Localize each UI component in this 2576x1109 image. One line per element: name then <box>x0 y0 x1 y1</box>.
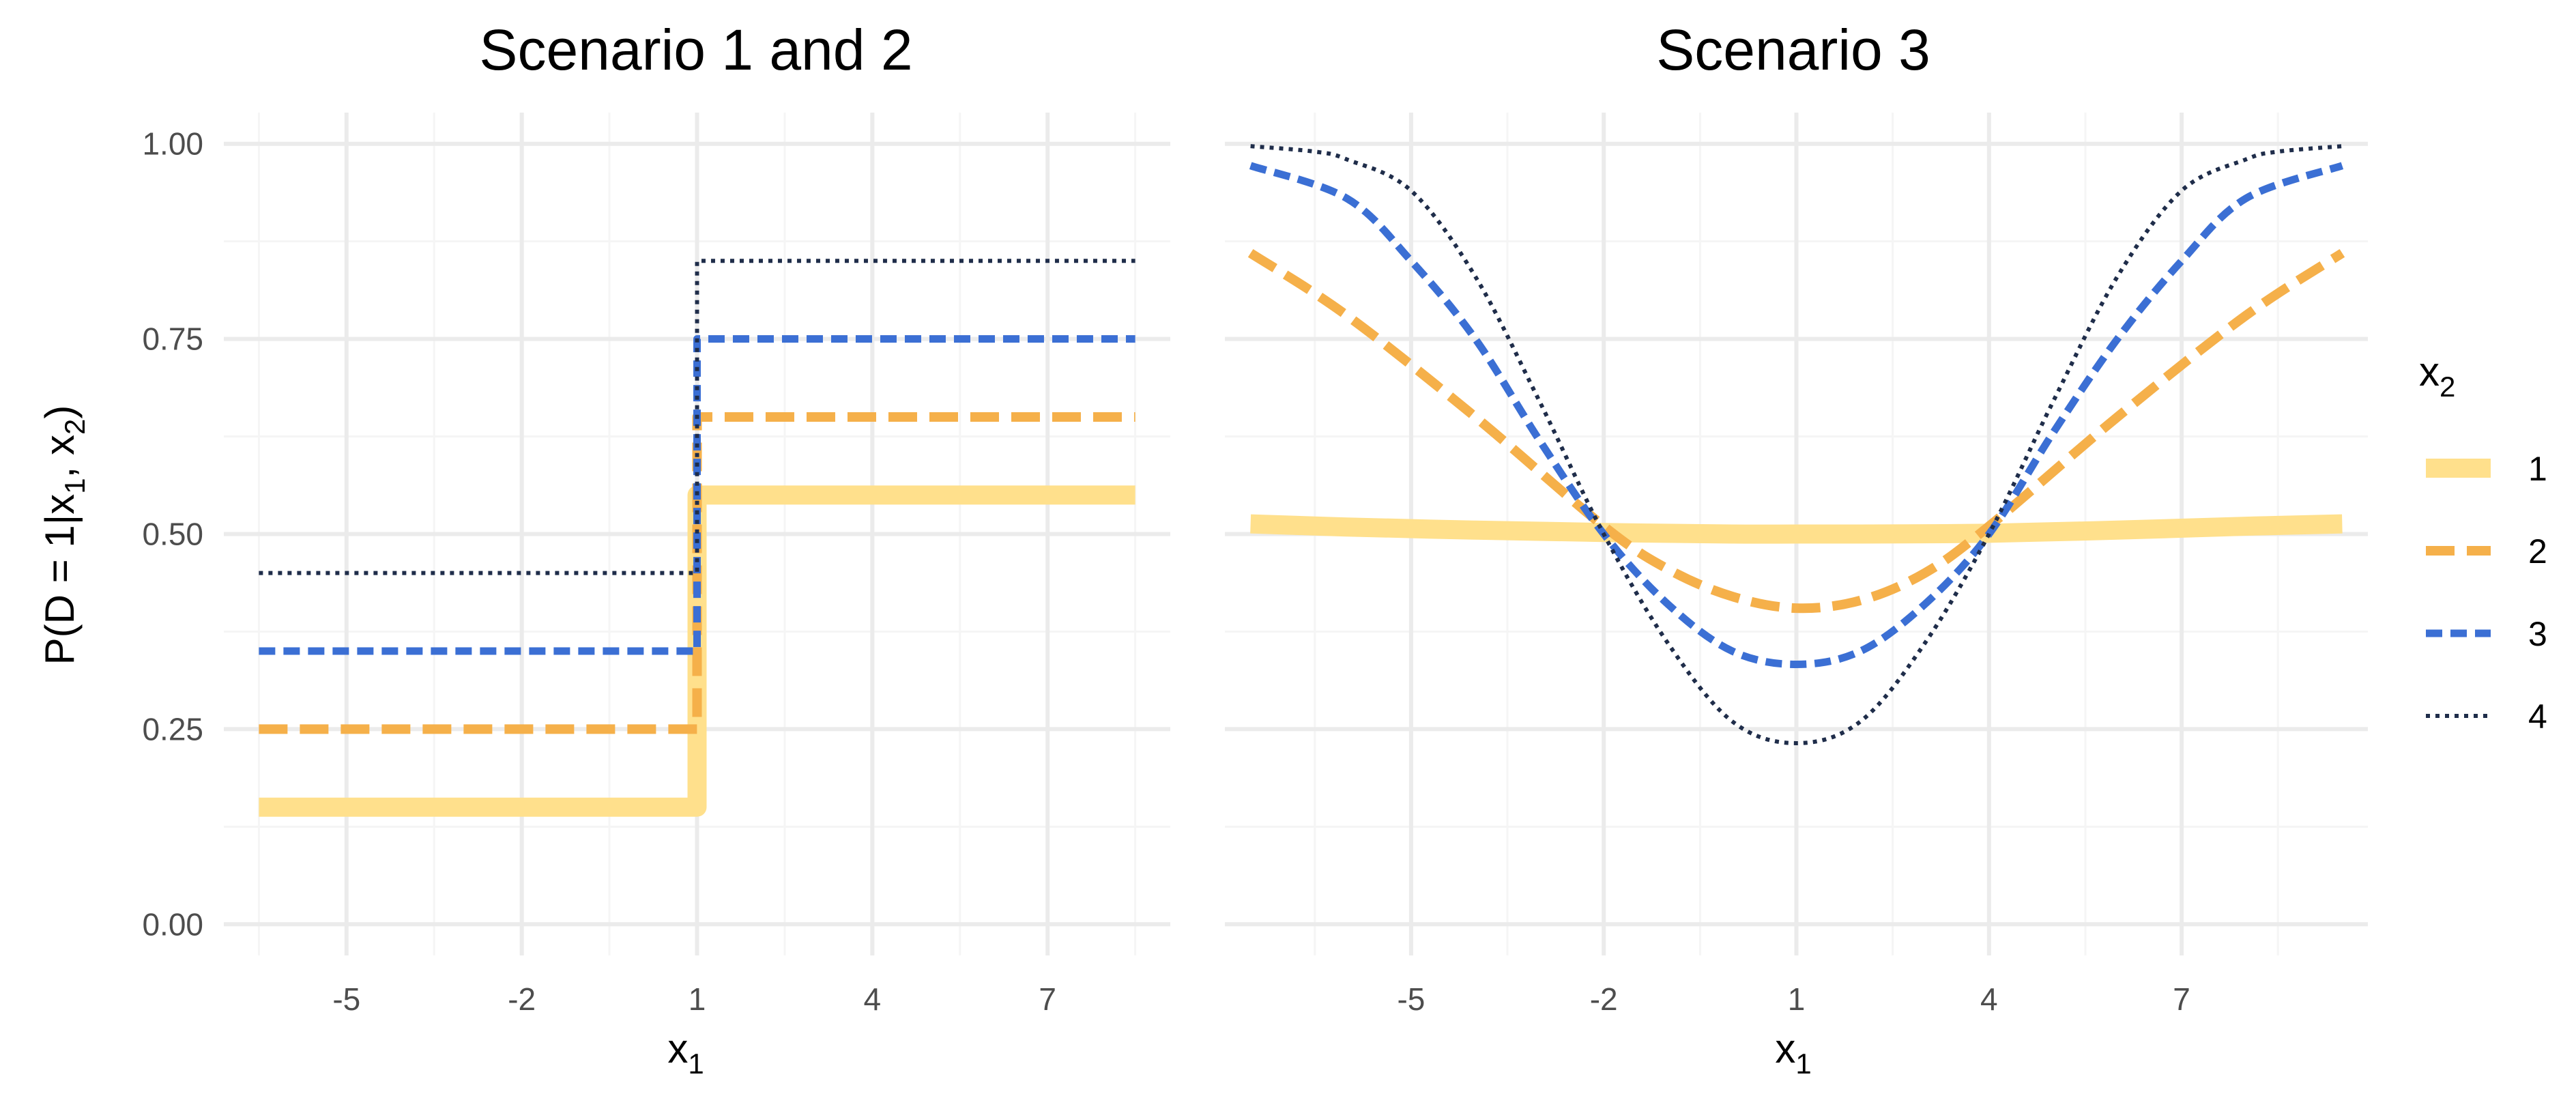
x-tick-label: 7 <box>2173 981 2190 1017</box>
legend: x2 1 2 3 4 <box>2419 349 2547 736</box>
series-line-3 <box>1249 162 2344 668</box>
legend-label-3: 3 <box>2528 615 2547 653</box>
x-tick-label: -2 <box>1590 981 1618 1017</box>
series-right <box>1247 144 2345 745</box>
x-tick-labels-left: -5 -2 1 4 7 <box>332 981 1056 1017</box>
y-tick-label: 0.75 <box>142 321 203 357</box>
series-line-1 <box>1250 514 2343 544</box>
x-tick-label: 1 <box>1788 981 1806 1017</box>
panel-scenario-3: Scenario 3 -5 -2 1 4 7 x1 <box>1225 18 2368 1080</box>
panel-title-right: Scenario 3 <box>1656 18 1930 82</box>
x-tick-label: -5 <box>1397 981 1425 1017</box>
y-axis-title: P(D = 1|x1, x2) <box>37 405 91 665</box>
series-line-2 <box>1247 248 2345 614</box>
y-tick-label: 0.25 <box>142 711 203 747</box>
y-tick-label: 0.00 <box>142 906 203 942</box>
x-tick-label: 1 <box>689 981 706 1017</box>
panel-scenario-1-2: Scenario 1 and 2 -5 -2 1 4 7 0.00 0.25 0.50 0.7… <box>37 18 1170 1080</box>
legend-items: 1 2 3 4 <box>2426 450 2547 736</box>
legend-title: x2 <box>2419 349 2455 403</box>
series-line-4 <box>259 259 1135 575</box>
panel-title-left: Scenario 1 and 2 <box>479 18 912 82</box>
x-tick-labels-right: -5 -2 1 4 7 <box>1397 981 2190 1017</box>
series-left <box>259 259 1135 817</box>
x-tick-label: -5 <box>332 981 360 1017</box>
y-tick-label: 0.50 <box>142 517 203 552</box>
series-line-4 <box>1250 144 2343 745</box>
legend-label-2: 2 <box>2528 532 2547 571</box>
x-tick-label: -2 <box>508 981 536 1017</box>
x-axis-title-right: x1 <box>1775 1026 1811 1080</box>
y-tick-labels: 0.00 0.25 0.50 0.75 1.00 <box>142 126 203 942</box>
legend-label-4: 4 <box>2528 697 2547 736</box>
x-axis-title-left: x1 <box>667 1026 704 1080</box>
legend-label-1: 1 <box>2528 450 2547 488</box>
x-tick-label: 7 <box>1039 981 1056 1017</box>
x-tick-label: 4 <box>864 981 882 1017</box>
y-tick-label: 1.00 <box>142 126 203 162</box>
x-tick-label: 4 <box>1980 981 1998 1017</box>
